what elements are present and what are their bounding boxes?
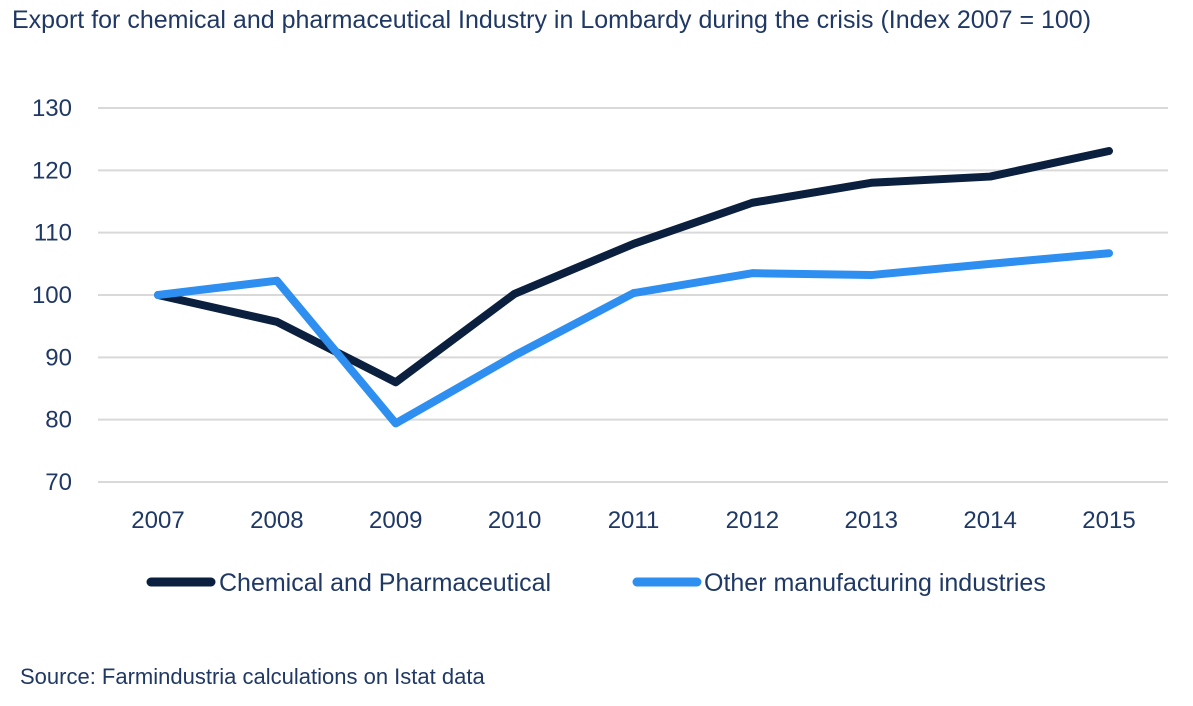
y-tick-label: 70	[45, 469, 72, 496]
y-tick-label: 80	[45, 407, 72, 434]
y-tick-label: 130	[32, 95, 72, 122]
legend-label-2: Other manufacturing industries	[704, 569, 1046, 597]
series-line-2	[154, 249, 1113, 428]
series-line-1	[154, 147, 1113, 387]
y-tick-label: 90	[45, 344, 72, 371]
x-tick-label: 2012	[726, 507, 779, 534]
x-axis-ticks: 2007 2008 2009 2010 2011 2012 2013 2014 2015	[131, 507, 1135, 534]
y-tick-label: 120	[32, 157, 72, 184]
y-tick-label: 110	[34, 220, 72, 247]
y-tick-label: 100	[32, 282, 72, 309]
x-tick-label: 2011	[608, 507, 660, 534]
series-lines	[154, 147, 1113, 428]
x-tick-label: 2008	[250, 507, 303, 534]
x-tick-label: 2013	[845, 507, 898, 534]
x-tick-label: 2010	[488, 507, 541, 534]
x-tick-label: 2007	[131, 507, 184, 534]
x-tick-label: 2014	[963, 507, 1016, 534]
gridlines	[98, 107, 1168, 483]
source-note: Source: Farmindustria calculations on Is…	[20, 664, 485, 689]
chart-title: Export for chemical and pharmaceutical I…	[12, 6, 1092, 34]
y-axis-ticks: 70 80 90 100 110 120 130	[32, 95, 72, 496]
legend-label-1: Chemical and Pharmaceutical	[219, 569, 551, 597]
legend: Chemical and Pharmaceutical Other manufac…	[146, 569, 1046, 597]
x-tick-label: 2015	[1082, 507, 1135, 534]
x-tick-label: 2009	[369, 507, 422, 534]
